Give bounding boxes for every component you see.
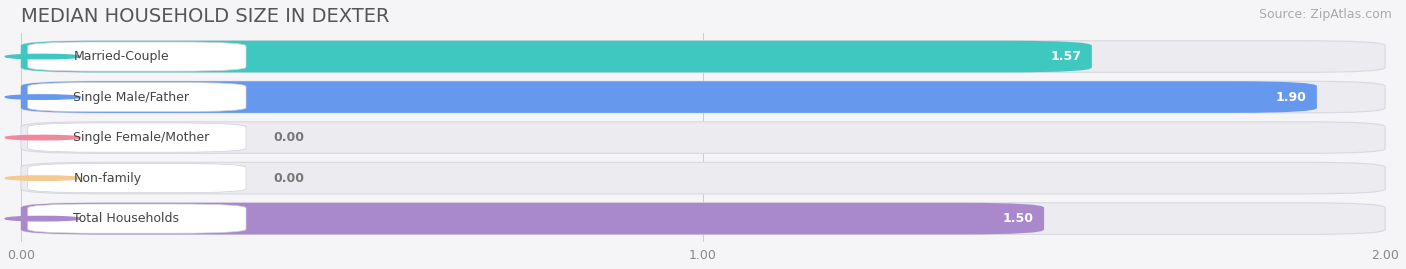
Circle shape [6,135,80,140]
Circle shape [6,216,80,221]
FancyBboxPatch shape [21,203,1045,234]
FancyBboxPatch shape [28,164,246,193]
FancyBboxPatch shape [21,81,1317,113]
FancyBboxPatch shape [28,42,246,71]
Text: 1.57: 1.57 [1050,50,1081,63]
Text: 0.00: 0.00 [273,172,304,185]
Text: Source: ZipAtlas.com: Source: ZipAtlas.com [1258,8,1392,21]
Text: Married-Couple: Married-Couple [73,50,169,63]
FancyBboxPatch shape [21,122,1385,153]
Text: 0.00: 0.00 [273,131,304,144]
FancyBboxPatch shape [28,123,246,152]
FancyBboxPatch shape [21,41,1385,72]
Circle shape [6,95,80,99]
FancyBboxPatch shape [21,162,1385,194]
Text: Non-family: Non-family [73,172,142,185]
Text: Total Households: Total Households [73,212,180,225]
Text: MEDIAN HOUSEHOLD SIZE IN DEXTER: MEDIAN HOUSEHOLD SIZE IN DEXTER [21,7,389,26]
FancyBboxPatch shape [28,204,246,233]
FancyBboxPatch shape [21,203,1385,234]
Text: Single Male/Father: Single Male/Father [73,91,190,104]
FancyBboxPatch shape [28,83,246,112]
Circle shape [6,176,80,180]
Text: 1.90: 1.90 [1275,91,1306,104]
FancyBboxPatch shape [21,41,1092,72]
FancyBboxPatch shape [21,81,1385,113]
Text: 1.50: 1.50 [1002,212,1033,225]
Text: Single Female/Mother: Single Female/Mother [73,131,209,144]
Circle shape [6,54,80,59]
